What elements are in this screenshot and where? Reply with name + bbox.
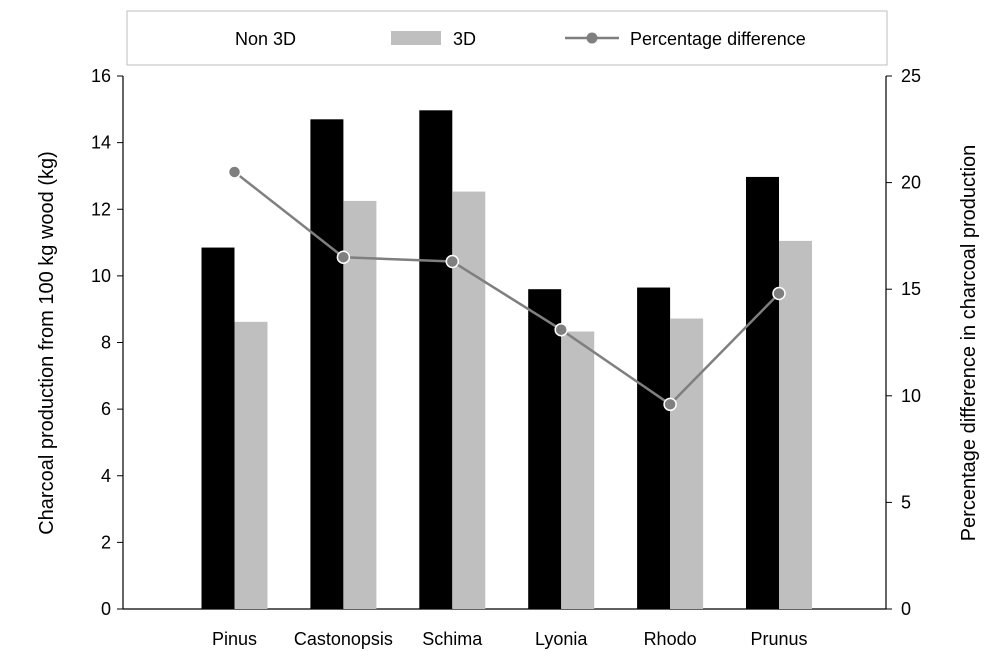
y-tick-label: 16 [91,66,111,86]
bar-non-3d-lyonia [528,289,562,609]
point-percentage-difference-pinus [227,165,242,179]
bar-non-3d-schima [419,110,453,609]
point-percentage-difference-schima [445,254,460,269]
legend-marker-percentage [586,32,598,44]
bar-3d-schima [452,191,486,610]
x-tick-label: Castonopsis [294,629,393,649]
bar-non-3d-castonopsis [310,119,344,610]
bar-3d-lyonia [561,331,595,609]
legend-swatch-3d [391,31,441,45]
point-percentage-difference-castonopsis [336,250,351,264]
y-axis-title: Charcoal production from 100 kg wood (kg… [36,151,58,535]
bar-3d-castonopsis [343,200,377,609]
series-line-percentage-difference [233,170,780,406]
legend-label-3d: 3D [453,29,476,49]
legend-frame [126,10,888,66]
y2-tick-label: 25 [901,66,921,86]
legend-label-non-3d: Non 3D [235,29,296,49]
y2-tick-label: 5 [901,492,911,512]
bar-non-3d-prunus [746,176,779,609]
point-percentage-difference-rhodo [663,397,677,412]
x-tick-label: Lyonia [535,629,588,649]
y2-tick-label: 15 [901,279,921,299]
bar-non-3d-pinus [201,247,235,609]
plot-area: 0 2 4 6 8 10 12 14 16 0 5 10 15 20 25 Pinus Castonopsis S… [91,66,921,649]
y-tick-label: 4 [101,466,111,486]
legend: Non 3D 3D Percentage difference [126,10,888,66]
x-tick-label: Prunus [750,629,807,649]
x-tick-label: Pinus [212,629,257,649]
y-tick-label: 12 [91,199,111,219]
y2-axis-title: Percentage difference in charcoal produc… [958,145,980,542]
y2-tick-label: 20 [901,173,921,193]
y-tick-label: 6 [101,399,111,419]
x-tick-label: Schima [422,629,483,649]
bar-3d-rhodo [670,318,704,609]
y-tick-label: 14 [91,133,111,153]
y-tick-label: 8 [101,333,111,353]
y-tick-label: 2 [101,532,111,552]
bar-3d-prunus [779,240,812,609]
point-percentage-difference-lyonia [554,322,568,337]
y2-tick-label: 0 [901,599,911,619]
y2-tick-label: 10 [901,386,921,406]
y-tick-label: 10 [91,266,111,286]
legend-label-percentage-difference: Percentage difference [630,29,806,49]
point-percentage-difference-prunus [772,286,786,301]
x-tick-label: Rhodo [644,629,697,649]
bar-3d-pinus [234,321,268,609]
y-tick-label: 0 [101,599,111,619]
bar-non-3d-rhodo [637,287,671,609]
